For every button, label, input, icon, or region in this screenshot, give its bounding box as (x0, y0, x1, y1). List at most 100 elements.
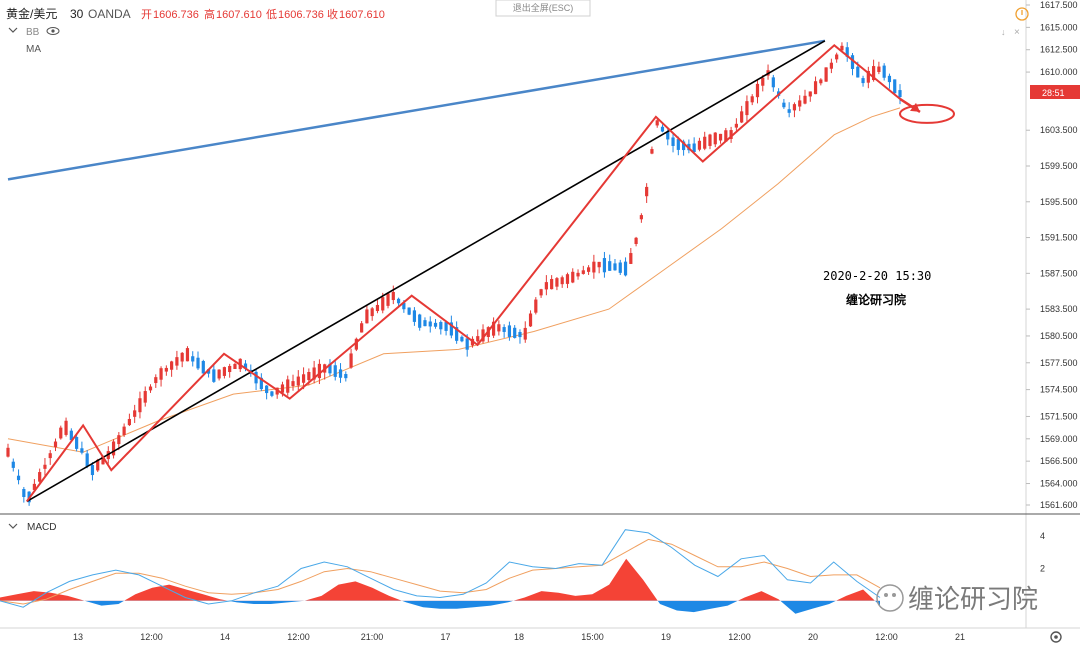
price-tick-label: 1566.500 (1040, 456, 1078, 466)
macd-pane[interactable] (0, 529, 881, 614)
candle-body (16, 475, 21, 481)
low-value: 1606.736 (278, 9, 324, 21)
low-label: 低 (266, 8, 277, 21)
interval-label[interactable]: 30 (70, 7, 84, 21)
candle-body (597, 261, 601, 268)
candle-body (32, 483, 36, 490)
candle-body (528, 313, 533, 327)
candle-body (69, 430, 73, 441)
price-tick-label: 1599.500 (1040, 161, 1078, 171)
candle-body (850, 55, 855, 69)
candle-body (117, 435, 121, 445)
exit-fullscreen-button[interactable]: 退出全屏(ESC) (495, 0, 591, 17)
candle-body (222, 367, 227, 376)
chevron-down-icon[interactable] (8, 27, 18, 33)
price-tick-label: 1583.500 (1040, 304, 1078, 314)
time-tick-label: 12:00 (875, 632, 898, 642)
price-tick-label: 1603.500 (1040, 125, 1078, 135)
candle-body (159, 368, 163, 380)
candle-body (455, 327, 459, 341)
candle-body (893, 79, 897, 94)
candle-body (349, 353, 353, 368)
wechat-icon (876, 584, 904, 612)
scroll-down-icon[interactable]: ↓ (1001, 27, 1006, 37)
macd-legend[interactable]: MACD (8, 522, 56, 533)
exit-fullscreen-label[interactable]: 退出全屏(ESC) (513, 2, 574, 13)
close-icon[interactable]: × (1014, 27, 1020, 38)
zigzag-line (25, 43, 901, 502)
candle-body (755, 83, 760, 98)
candle-body (513, 327, 517, 338)
candle-body (576, 272, 580, 277)
gear-icon[interactable] (1050, 631, 1062, 643)
price-tick-label: 1571.500 (1040, 411, 1078, 421)
price-tick-label: 1577.500 (1040, 358, 1078, 368)
bb-indicator-row[interactable]: BB (8, 27, 60, 38)
candle-body (328, 363, 332, 374)
candle-body (386, 293, 390, 306)
arrow-head (910, 102, 920, 112)
time-axis[interactable]: 13 12:00 14 12:00 21:00 17 18 15:00 19 12:00 20 12:… (73, 632, 965, 642)
candle-body (365, 309, 369, 324)
candle-body (170, 361, 174, 370)
watermark: 缠论研习院 (876, 584, 1038, 614)
candle-body (882, 65, 886, 78)
ma-indicator-label[interactable]: MA (26, 44, 41, 55)
candle-body (550, 278, 554, 290)
candle-body (270, 391, 274, 396)
candle-body (581, 270, 585, 274)
price-tick-label: 1587.500 (1040, 268, 1078, 278)
candle-body (571, 271, 575, 283)
candle-body (344, 374, 348, 379)
candle-body (813, 81, 818, 95)
time-tick-label: 13 (73, 632, 83, 642)
candle-body (243, 363, 248, 369)
price-axis[interactable]: 1617.500 1615.000 1612.500 1610.000 1603.500… (1026, 0, 1078, 510)
candle-body (592, 261, 596, 273)
candle-body (233, 363, 237, 370)
black-trendline (26, 40, 826, 503)
candle-body (660, 126, 665, 132)
candle-body (481, 329, 485, 342)
candle-body (433, 322, 438, 327)
candle-body (645, 186, 649, 197)
candle-body (729, 130, 733, 139)
candle-body (412, 310, 417, 322)
candle-body (96, 459, 100, 471)
candle-body (718, 133, 723, 141)
candle-body (650, 149, 654, 154)
alert-clock-icon[interactable] (1015, 7, 1029, 21)
candle-body (11, 461, 15, 468)
price-tick-label: 1612.500 (1040, 45, 1078, 55)
candle-body (196, 357, 200, 369)
candle-body (697, 140, 702, 150)
candle-body (418, 314, 422, 328)
annotation-studio: 缠论研习院 (846, 292, 906, 307)
candle-body (423, 320, 427, 327)
candle-body (856, 66, 860, 78)
candle-body (80, 448, 84, 453)
chevron-down-icon[interactable] (8, 523, 18, 529)
candle-body (866, 70, 870, 83)
candle-body (127, 418, 131, 426)
macd-axis[interactable]: 42 (1040, 531, 1045, 573)
candle-body (887, 75, 892, 83)
candle-body (164, 367, 168, 372)
candle-body (43, 464, 47, 469)
symbol-name[interactable]: 黄金/美元 (6, 6, 57, 21)
candle-body (312, 367, 316, 380)
candle-body (655, 120, 659, 126)
macd-line (0, 529, 881, 608)
candle-body (618, 262, 622, 273)
candle-body (824, 67, 828, 82)
candle-body (819, 79, 823, 84)
candle-body (708, 134, 712, 146)
bb-indicator-label[interactable]: BB (26, 27, 40, 38)
candle-body (180, 352, 184, 362)
open-label: 开 (141, 9, 152, 21)
candle-body (613, 263, 617, 271)
eye-icon[interactable] (46, 27, 60, 35)
price-pane[interactable] (6, 39, 955, 506)
candle-body (507, 325, 512, 337)
